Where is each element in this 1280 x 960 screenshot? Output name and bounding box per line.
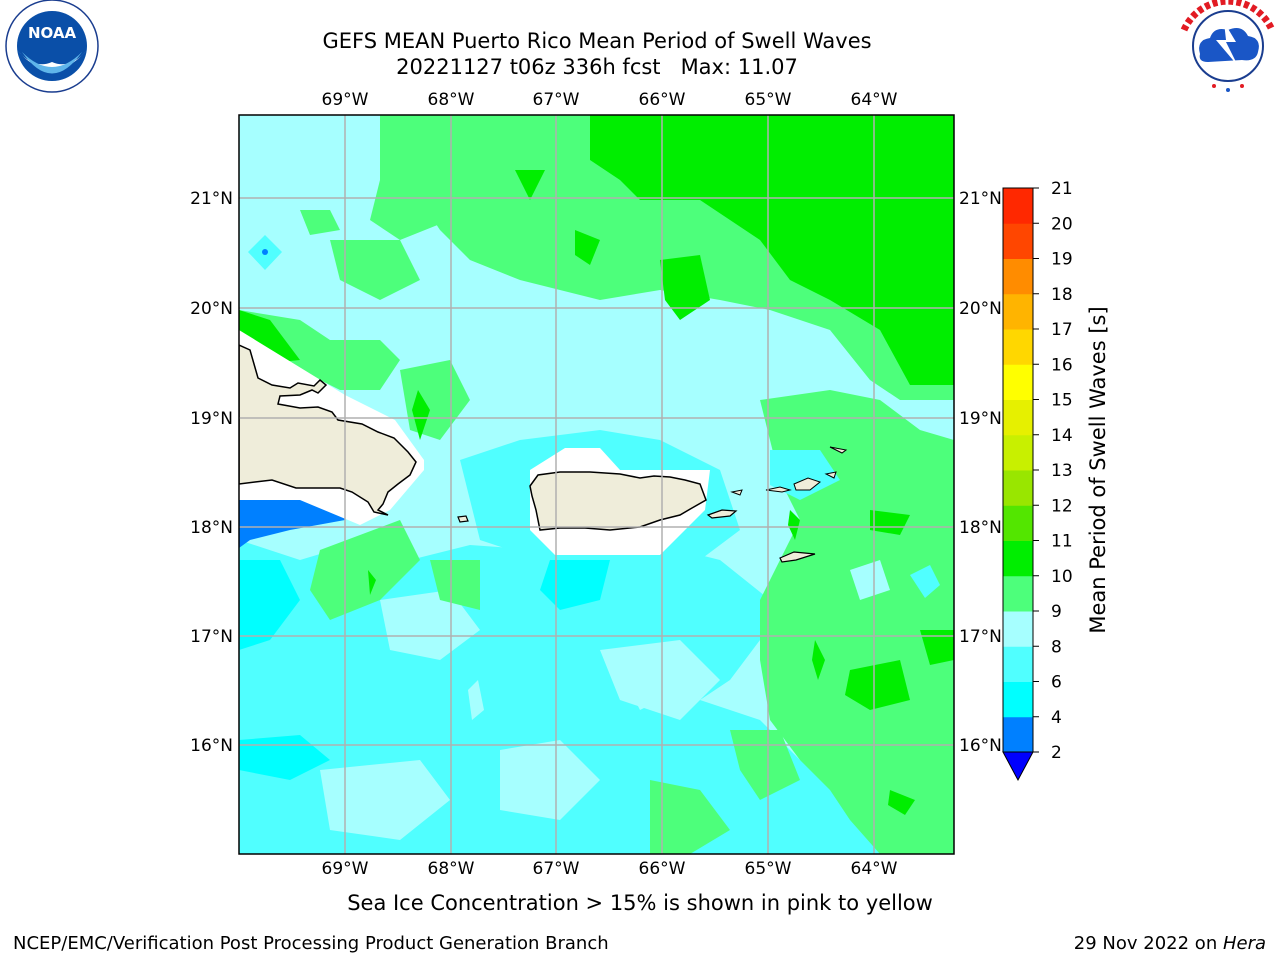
colorbar: 2 4 6 8 9 10 11 12 13 14 15 16 17 18 19 20 21 bbox=[1002, 179, 1073, 782]
lat-label-right: 19°N bbox=[959, 409, 1002, 429]
lat-label-left: 17°N bbox=[190, 627, 233, 647]
colorbar-tick-label: 6 bbox=[1051, 673, 1062, 693]
footer-date-text: 29 Nov 2022 on bbox=[1073, 933, 1223, 954]
colorbar-tick-label: 4 bbox=[1051, 708, 1062, 728]
colorbar-tick-label: 10 bbox=[1051, 567, 1073, 587]
lat-label-left: 21°N bbox=[190, 189, 233, 209]
colorbar-tick-label: 14 bbox=[1051, 426, 1073, 446]
noaa-logo: NOAA bbox=[5, 0, 99, 93]
lon-label-bottom: 64°W bbox=[851, 859, 898, 879]
lon-label-bottom: 68°W bbox=[428, 859, 475, 879]
colorbar-tick-label: 8 bbox=[1051, 637, 1062, 657]
colorbar-under-arrow bbox=[1002, 751, 1034, 782]
colorbar-tick-label: 9 bbox=[1051, 602, 1062, 622]
colorbar-tick-label: 16 bbox=[1051, 355, 1073, 375]
lon-label-top: 66°W bbox=[639, 90, 686, 110]
noaa-logo-text: NOAA bbox=[28, 24, 77, 42]
lon-label-bottom: 67°W bbox=[533, 859, 580, 879]
colorbar-segment bbox=[1003, 681, 1033, 718]
colorbar-tick-label: 13 bbox=[1051, 461, 1073, 481]
lon-label-bottom: 69°W bbox=[322, 859, 369, 879]
colorbar-segment bbox=[1003, 364, 1033, 400]
colorbar-tick-label: 19 bbox=[1051, 250, 1073, 270]
colorbar-tick-label: 21 bbox=[1051, 179, 1073, 199]
lat-label-left: 19°N bbox=[190, 409, 233, 429]
footer-host: Hera bbox=[1222, 933, 1266, 954]
lon-label-bottom: 66°W bbox=[639, 859, 686, 879]
colorbar-segment bbox=[1003, 399, 1033, 436]
lat-label-left: 20°N bbox=[190, 299, 233, 319]
map-title: GEFS MEAN Puerto Rico Mean Period of Swe… bbox=[322, 29, 872, 53]
colorbar-segment bbox=[1003, 223, 1033, 259]
lat-label-right: 17°N bbox=[959, 627, 1002, 647]
nws-logo bbox=[1180, 0, 1276, 92]
lon-label-top: 67°W bbox=[533, 90, 580, 110]
lon-label-top: 64°W bbox=[851, 90, 898, 110]
map-frame bbox=[238, 114, 955, 855]
lon-label-top: 68°W bbox=[428, 90, 475, 110]
lat-label-right: 21°N bbox=[959, 189, 1002, 209]
footer-credit: NCEP/EMC/Verification Post Processing Pr… bbox=[13, 933, 609, 954]
lat-label-right: 20°N bbox=[959, 299, 1002, 319]
lon-label-bottom: 65°W bbox=[745, 859, 792, 879]
lat-label-left: 18°N bbox=[190, 518, 233, 538]
colorbar-tick-label: 20 bbox=[1051, 214, 1073, 234]
lon-label-top: 69°W bbox=[322, 90, 369, 110]
colorbar-tick-label: 15 bbox=[1051, 391, 1073, 411]
colorbar-segment bbox=[1003, 716, 1033, 753]
colorbar-tick-label: 12 bbox=[1051, 496, 1073, 516]
colorbar-label: Mean Period of Swell Waves [s] bbox=[1086, 306, 1110, 633]
colorbar-segment bbox=[1003, 434, 1033, 471]
colorbar-segment bbox=[1003, 470, 1033, 506]
colorbar-segment bbox=[1003, 505, 1033, 541]
sea-ice-caption: Sea Ice Concentration > 15% is shown in … bbox=[347, 891, 933, 915]
colorbar-segment bbox=[1003, 611, 1033, 647]
map-grid bbox=[239, 115, 954, 854]
lat-label-right: 16°N bbox=[959, 736, 1002, 756]
lat-label-left: 16°N bbox=[190, 736, 233, 756]
map-subtitle: 20221127 t06z 336h fcst Max: 11.07 bbox=[396, 55, 798, 79]
colorbar-tick-label: 17 bbox=[1051, 320, 1073, 340]
lon-label-top: 65°W bbox=[745, 90, 792, 110]
colorbar-segment bbox=[1003, 258, 1033, 295]
swell-period-field bbox=[239, 115, 954, 854]
lat-label-right: 18°N bbox=[959, 518, 1002, 538]
colorbar-tick-label: 2 bbox=[1051, 743, 1062, 763]
colorbar-segment bbox=[1003, 646, 1033, 682]
colorbar-segment bbox=[1003, 329, 1033, 365]
hispaniola-landmass bbox=[239, 344, 417, 516]
colorbar-segment bbox=[1003, 188, 1033, 224]
colorbar-segment bbox=[1003, 540, 1033, 577]
footer-date: 29 Nov 2022 on Hera bbox=[1074, 933, 1266, 954]
colorbar-segment bbox=[1003, 575, 1033, 612]
colorbar-tick-label: 18 bbox=[1051, 285, 1073, 305]
colorbar-tick-label: 11 bbox=[1051, 532, 1073, 552]
colorbar-segment bbox=[1003, 293, 1033, 330]
